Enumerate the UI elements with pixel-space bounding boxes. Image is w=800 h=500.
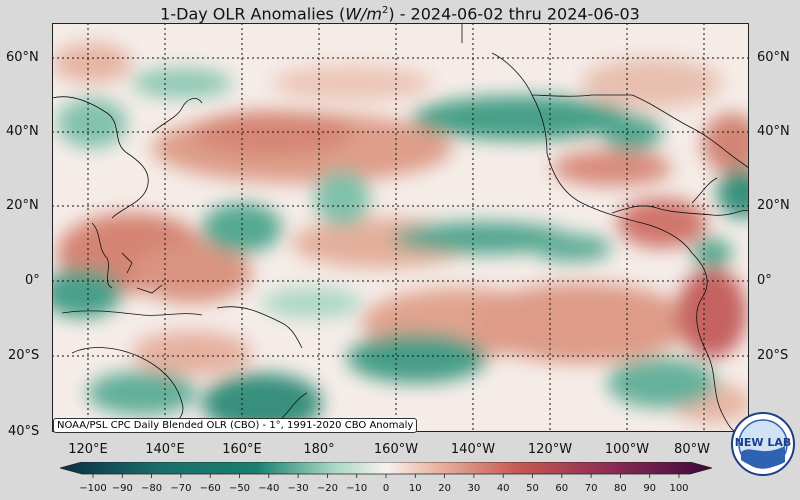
lat-label-left: 20°S [8, 348, 40, 363]
colorbar-tick-label: 100 [669, 483, 689, 494]
colorbar-tick-label: 10 [408, 483, 422, 494]
data-credit-label: NOAA/PSL CPC Daily Blended OLR (CBO) - 1… [53, 418, 418, 433]
colorbar-tick-label: −60 [199, 483, 221, 494]
lat-label-right: 0° [757, 273, 772, 288]
lon-label: 160°E [222, 442, 262, 457]
colorbar-tick-label: −30 [287, 483, 309, 494]
lat-label-right: 20°S [757, 348, 789, 363]
colorbar-tick-label: 90 [643, 483, 657, 494]
colorbar-tick-label: 0 [382, 483, 390, 494]
noaa-logo-icon: NEW LAB [731, 412, 795, 476]
colorbar-tick-label: −70 [170, 483, 192, 494]
lat-label-left: 20°N [6, 198, 39, 213]
lat-label-left: 40°S [8, 424, 40, 439]
lon-label: 140°E [145, 442, 185, 457]
map-title: 1-Day OLR Anomalies (W/m2) - 2024-06-02 … [160, 4, 640, 24]
colorbar-tick-label: 30 [467, 483, 481, 494]
colorbar-tick-label: −80 [141, 483, 163, 494]
colorbar-tick-label: 60 [555, 483, 569, 494]
graticule [52, 23, 749, 432]
colorbar-tick-label: 80 [614, 483, 627, 494]
lat-label-left: 0° [25, 273, 40, 288]
colorbar-tick-label: −20 [316, 483, 338, 494]
lon-label: 120°W [527, 442, 573, 457]
colorbar-tick-label: 70 [584, 483, 598, 494]
lon-label: 80°W [674, 442, 710, 457]
colorbar-tick-label: 50 [526, 483, 539, 494]
lon-label: 140°W [450, 442, 496, 457]
lat-label-left: 40°N [6, 124, 39, 139]
lon-label: 100°W [604, 442, 650, 457]
lon-label: 160°W [373, 442, 419, 457]
lat-label-right: 40°N [757, 124, 790, 139]
lon-label: 120°E [68, 442, 108, 457]
lon-label: 180° [303, 442, 335, 457]
colorbar-tick-label: −100 [79, 483, 107, 494]
lat-label-left: 60°N [6, 50, 39, 65]
colorbar-tick-label: −10 [346, 483, 368, 494]
colorbar-tick-label: 20 [438, 483, 451, 494]
olr-anomaly-map [52, 23, 749, 432]
logo-text: NEW LAB [735, 436, 792, 449]
lat-label-right: 60°N [757, 50, 790, 65]
colorbar-tick-label: 40 [496, 483, 510, 494]
colorbar-tick-label: −50 [228, 483, 251, 494]
anomaly-field [52, 23, 749, 432]
colorbar-tick-label: −90 [111, 483, 133, 494]
lat-label-right: 20°N [757, 198, 790, 213]
colorbar-tick-label: −40 [258, 483, 280, 494]
colorbar [60, 462, 712, 478]
